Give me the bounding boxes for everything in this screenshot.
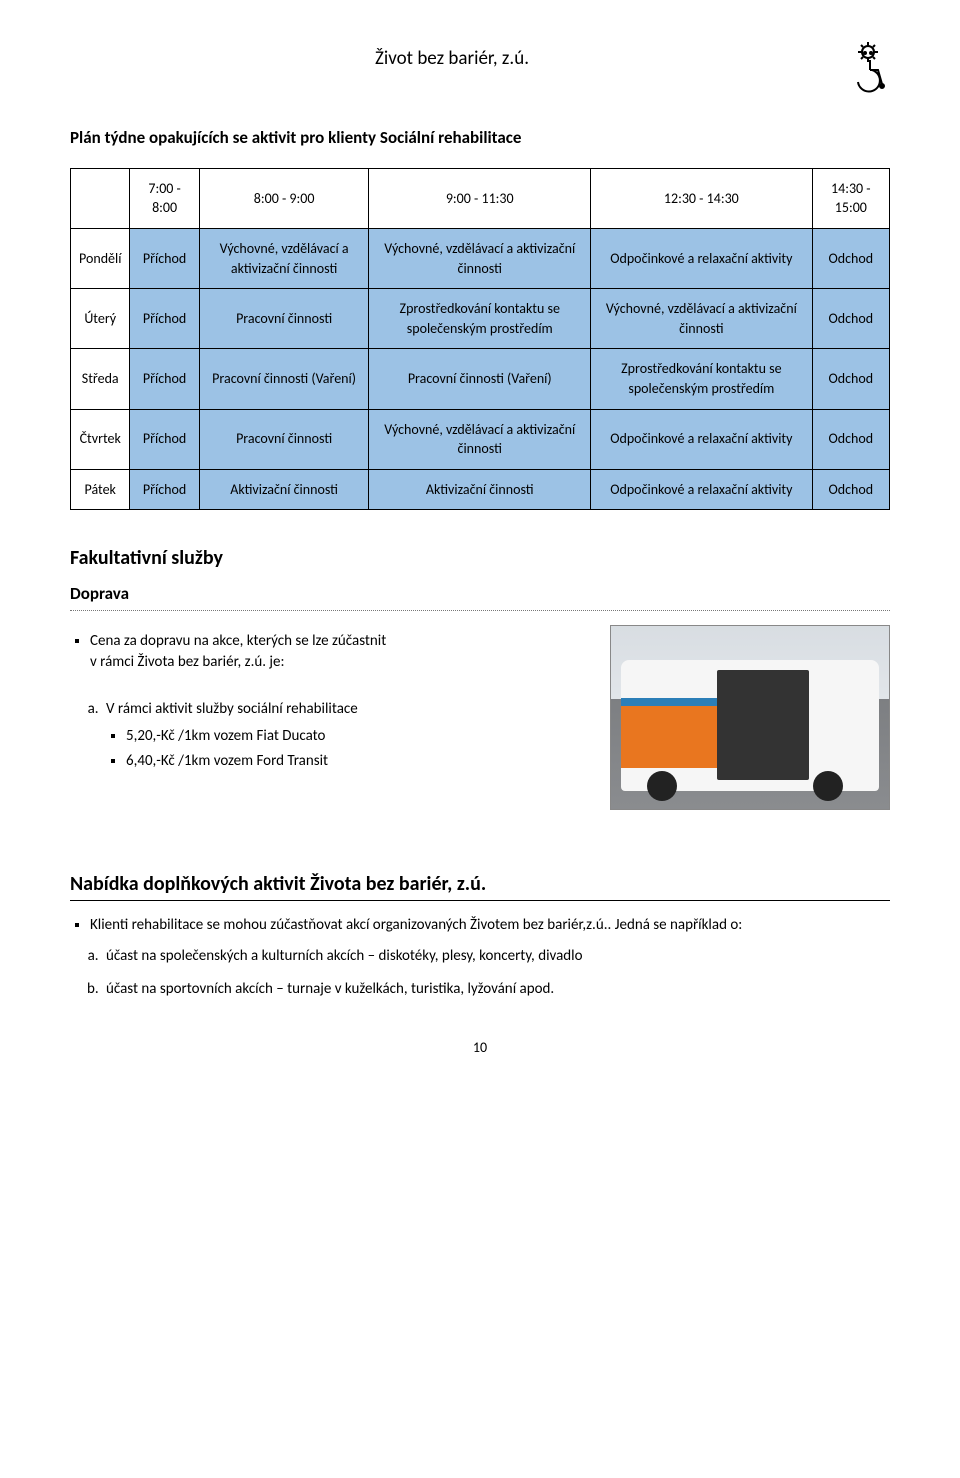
list-item: účast na sportovních akcích – turnaje v … (102, 979, 890, 1000)
table-row: Čtvrtek Příchod Pracovní činnosti Výchov… (71, 409, 890, 469)
fakultativni-heading: Fakultativní služby (70, 544, 890, 572)
empty-corner (71, 168, 130, 228)
day-cell: Úterý (71, 289, 130, 349)
list-item: 6,40,-Kč /1km vozem Ford Transit (126, 751, 590, 772)
depart-cell: Odchod (812, 289, 889, 349)
activity-cell: Zprostředkování kontaktu se společenským… (591, 349, 813, 409)
doprava-heading: Doprava (70, 582, 890, 606)
lettered-list: V rámci aktivit služby sociální rehabili… (70, 699, 590, 772)
day-cell: Pondělí (71, 228, 130, 288)
nabidka-para: Klienti rehabilitace se mohou zúčastňova… (90, 915, 890, 936)
activity-cell: Odpočinkové a relaxační aktivity (591, 469, 813, 510)
activity-cell: Pracovní činnosti (199, 409, 369, 469)
depart-cell: Odchod (812, 409, 889, 469)
schedule-table: 7:00 - 8:00 8:00 - 9:00 9:00 - 11:30 12:… (70, 168, 890, 511)
activity-cell: Aktivizační činnosti (199, 469, 369, 510)
page-header: Život bez bariér, z.ú. (70, 40, 890, 96)
arrive-cell: Příchod (130, 349, 199, 409)
arrive-cell: Příchod (130, 289, 199, 349)
day-cell: Středa (71, 349, 130, 409)
activity-cell: Výchovné, vzdělávací a aktivizační činno… (199, 228, 369, 288)
table-row: Úterý Příchod Pracovní činnosti Zprostře… (71, 289, 890, 349)
doprava-content: Cena za dopravu na akce, kterých se lze … (70, 625, 890, 810)
time-col: 12:30 - 14:30 (591, 168, 813, 228)
time-col: 7:00 - 8:00 (130, 168, 199, 228)
activity-cell: Odpočinkové a relaxační aktivity (591, 228, 813, 288)
page-number: 10 (70, 1038, 890, 1058)
plan-title: Plán týdne opakujících se aktivit pro kl… (70, 126, 890, 150)
activity-cell: Aktivizační činnosti (369, 469, 591, 510)
day-cell: Čtvrtek (71, 409, 130, 469)
list-item: 5,20,-Kč /1km vozem Fiat Ducato (126, 726, 590, 747)
table-row: Středa Příchod Pracovní činnosti (Vaření… (71, 349, 890, 409)
org-title: Život bez bariér, z.ú. (70, 40, 834, 73)
time-col: 14:30 - 15:00 (812, 168, 889, 228)
arrive-cell: Příchod (130, 409, 199, 469)
arrive-cell: Příchod (130, 469, 199, 510)
line: Cena za dopravu na akce, kterých se lze … (90, 632, 386, 650)
nabidka-lettered-list: účast na společenských a kulturních akcí… (70, 946, 890, 1000)
day-cell: Pátek (71, 469, 130, 510)
line: v rámci Života bez bariér, z.ú. je: (90, 653, 285, 671)
activity-cell: Výchovné, vzdělávací a aktivizační činno… (369, 228, 591, 288)
van-photo-placeholder (610, 625, 890, 810)
list-item: účast na společenských a kulturních akcí… (102, 946, 890, 967)
activity-cell: Pracovní činnosti (199, 289, 369, 349)
logo-sun-wheelchair-icon (834, 40, 890, 96)
list-item: V rámci aktivit služby sociální rehabili… (102, 699, 590, 772)
time-col: 9:00 - 11:30 (369, 168, 591, 228)
list-item: Cena za dopravu na akce, kterých se lze … (90, 631, 590, 673)
doprava-text: Cena za dopravu na akce, kterých se lze … (70, 625, 590, 784)
table-header-row: 7:00 - 8:00 8:00 - 9:00 9:00 - 11:30 12:… (71, 168, 890, 228)
depart-cell: Odchod (812, 349, 889, 409)
activity-cell: Pracovní činnosti (Vaření) (199, 349, 369, 409)
activity-cell: Zprostředkování kontaktu se společenským… (369, 289, 591, 349)
activity-cell: Výchovné, vzdělávací a aktivizační činno… (591, 289, 813, 349)
arrive-cell: Příchod (130, 228, 199, 288)
activity-cell: Pracovní činnosti (Vaření) (369, 349, 591, 409)
table-row: Pátek Příchod Aktivizační činnosti Aktiv… (71, 469, 890, 510)
dotted-divider (70, 610, 890, 611)
price-list: 5,20,-Kč /1km vozem Fiat Ducato 6,40,-Kč… (106, 726, 590, 772)
nabidka-para-list: Klienti rehabilitace se mohou zúčastňova… (70, 915, 890, 936)
solid-divider (70, 900, 890, 901)
sub-a-text: V rámci aktivit služby sociální rehabili… (106, 700, 358, 718)
nabidka-heading: Nabídka doplňkových aktivit Života bez b… (70, 870, 890, 898)
activity-cell: Odpočinkové a relaxační aktivity (591, 409, 813, 469)
doprava-bullet-list: Cena za dopravu na akce, kterých se lze … (70, 631, 590, 673)
time-col: 8:00 - 9:00 (199, 168, 369, 228)
table-row: Pondělí Příchod Výchovné, vzdělávací a a… (71, 228, 890, 288)
activity-cell: Výchovné, vzdělávací a aktivizační činno… (369, 409, 591, 469)
depart-cell: Odchod (812, 228, 889, 288)
depart-cell: Odchod (812, 469, 889, 510)
